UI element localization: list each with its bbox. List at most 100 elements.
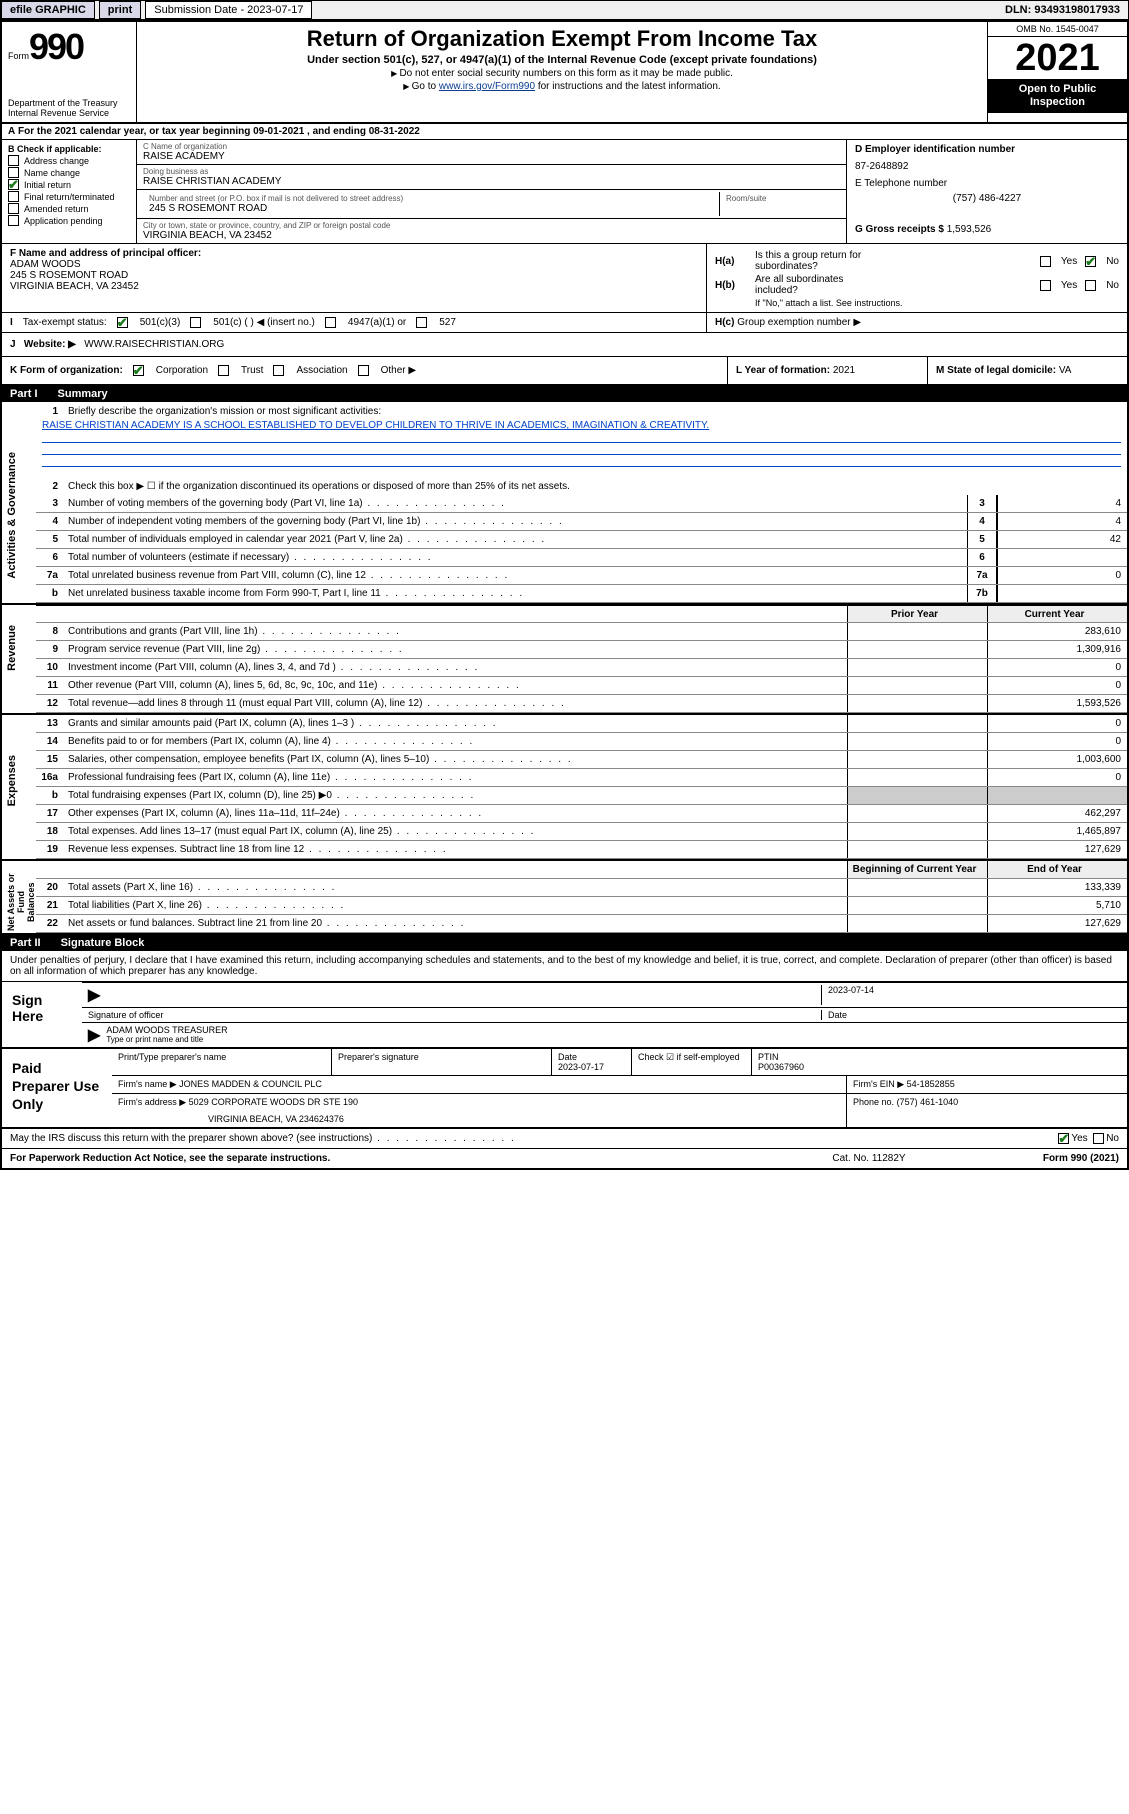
chk-amended[interactable] xyxy=(8,203,19,214)
firm-ein: 54-1852855 xyxy=(907,1079,955,1089)
row-k-form-org: K Form of organization: Corporation Trus… xyxy=(2,357,727,384)
telephone: (757) 486-4227 xyxy=(855,193,1119,204)
firm-phone: (757) 461-1040 xyxy=(897,1097,959,1107)
officer-addr1: 245 S ROSEMONT ROAD xyxy=(10,270,698,281)
chk-corp[interactable] xyxy=(133,365,144,376)
subtitle-1: Under section 501(c), 527, or 4947(a)(1)… xyxy=(147,54,977,66)
row-m-state: M State of legal domicile: VA xyxy=(927,357,1127,384)
firm-addr1: 5029 CORPORATE WOODS DR STE 190 xyxy=(189,1097,358,1107)
irs-link[interactable]: www.irs.gov/Form990 xyxy=(439,81,535,92)
gross-receipts: 1,593,526 xyxy=(947,224,992,235)
open-inspection: Open to Public Inspection xyxy=(988,79,1127,113)
line-20: 20Total assets (Part X, line 16)133,339 xyxy=(36,879,1127,897)
cat-no: Cat. No. 11282Y xyxy=(769,1153,969,1164)
block-klm: K Form of organization: Corporation Trus… xyxy=(2,357,1127,386)
chk-501c3[interactable] xyxy=(117,317,128,328)
officer-name-title: ADAM WOODS TREASURER xyxy=(106,1025,1121,1035)
subtitle-3: Go to www.irs.gov/Form990 for instructio… xyxy=(147,81,977,92)
title-box: Return of Organization Exempt From Incom… xyxy=(137,22,987,122)
year-box: OMB No. 1545-0047 2021 Open to Public In… xyxy=(987,22,1127,122)
block-ij: I Tax-exempt status: 501(c)(3) 501(c) ( … xyxy=(2,313,1127,333)
tab-expenses: Expenses xyxy=(6,755,18,806)
col-h-group: H(a) Is this a group return forsubordina… xyxy=(707,244,1127,312)
chk-discuss-no[interactable] xyxy=(1093,1133,1104,1144)
firm-name: JONES MADDEN & COUNCIL PLC xyxy=(179,1079,322,1089)
line-7a: 7aTotal unrelated business revenue from … xyxy=(36,567,1127,585)
chk-4947[interactable] xyxy=(325,317,336,328)
chk-hb-yes[interactable] xyxy=(1040,280,1051,291)
chk-address-change[interactable] xyxy=(8,155,19,166)
org-street: 245 S ROSEMONT ROAD xyxy=(149,203,713,214)
chk-trust[interactable] xyxy=(218,365,229,376)
col-hc: H(c) Group exemption number ▶ xyxy=(707,313,1127,332)
form-prefix: Form xyxy=(8,51,29,61)
row-j-website: J Website: ▶ WWW.RAISECHRISTIAN.ORG xyxy=(2,333,1127,357)
chk-ha-yes[interactable] xyxy=(1040,256,1051,267)
line-22: 22Net assets or fund balances. Subtract … xyxy=(36,915,1127,933)
chk-527[interactable] xyxy=(416,317,427,328)
tab-revenue: Revenue xyxy=(6,625,18,671)
discuss-row: May the IRS discuss this return with the… xyxy=(2,1129,1127,1148)
line-16a: 16aProfessional fundraising fees (Part I… xyxy=(36,769,1127,787)
line-14: 14Benefits paid to or for members (Part … xyxy=(36,733,1127,751)
section-net-assets: Net Assets or Fund Balances Beginning of… xyxy=(2,861,1127,935)
line-10: 10Investment income (Part VIII, column (… xyxy=(36,659,1127,677)
line-8: 8Contributions and grants (Part VIII, li… xyxy=(36,623,1127,641)
irs-label: Internal Revenue Service xyxy=(8,108,130,118)
org-dba: RAISE CHRISTIAN ACADEMY xyxy=(143,176,840,187)
chk-final-return[interactable] xyxy=(8,191,19,202)
omb-number: OMB No. 1545-0047 xyxy=(988,22,1127,37)
tax-year: 2021 xyxy=(988,37,1127,79)
line-11: 11Other revenue (Part VIII, column (A), … xyxy=(36,677,1127,695)
col-c-org-info: C Name of organizationRAISE ACADEMY Doin… xyxy=(137,140,847,243)
line-b: bTotal fundraising expenses (Part IX, co… xyxy=(36,787,1127,805)
officer-name: ADAM WOODS xyxy=(10,259,698,270)
line-3: 3Number of voting members of the governi… xyxy=(36,495,1127,513)
chk-hb-no[interactable] xyxy=(1085,280,1096,291)
perjury-text: Under penalties of perjury, I declare th… xyxy=(2,951,1127,982)
line-21: 21Total liabilities (Part X, line 26)5,7… xyxy=(36,897,1127,915)
block-fh: F Name and address of principal officer:… xyxy=(2,244,1127,313)
row-i-tax-status: I Tax-exempt status: 501(c)(3) 501(c) ( … xyxy=(2,313,707,332)
ptin: P00367960 xyxy=(758,1062,804,1072)
col-deg: D Employer identification number87-26488… xyxy=(847,140,1127,243)
col-b-checkboxes: B Check if applicable: Address change Na… xyxy=(2,140,137,243)
line-15: 15Salaries, other compensation, employee… xyxy=(36,751,1127,769)
chk-discuss-yes[interactable] xyxy=(1058,1133,1069,1144)
subtitle-2: Do not enter social security numbers on … xyxy=(147,68,977,79)
part1-header: Part I Summary xyxy=(2,386,1127,402)
line-b: bNet unrelated business taxable income f… xyxy=(36,585,1127,603)
submission-date: Submission Date - 2023-07-17 xyxy=(145,1,312,19)
form-number: 990 xyxy=(29,26,83,67)
top-bar: efile GRAPHIC print Submission Date - 20… xyxy=(0,0,1129,20)
org-city: VIRGINIA BEACH, VA 23452 xyxy=(143,230,840,241)
form-header: Form990 Department of the Treasury Inter… xyxy=(2,22,1127,124)
dln: DLN: 93493198017933 xyxy=(997,2,1128,18)
line-9: 9Program service revenue (Part VIII, lin… xyxy=(36,641,1127,659)
firm-addr2: VIRGINIA BEACH, VA 234624376 xyxy=(118,1108,840,1124)
line-12: 12Total revenue—add lines 8 through 11 (… xyxy=(36,695,1127,713)
prep-date: 2023-07-17 xyxy=(558,1062,604,1072)
chk-assoc[interactable] xyxy=(273,365,284,376)
chk-other[interactable] xyxy=(358,365,369,376)
caret-icon: ▶ xyxy=(88,985,100,1005)
print-button[interactable]: print xyxy=(99,1,141,19)
chk-501c[interactable] xyxy=(190,317,201,328)
line-17: 17Other expenses (Part IX, column (A), l… xyxy=(36,805,1127,823)
row-a-tax-year: A For the 2021 calendar year, or tax yea… xyxy=(2,124,1127,140)
preparer-block: Paid Preparer Use Only Print/Type prepar… xyxy=(2,1049,1127,1129)
ein: 87-2648892 xyxy=(855,161,1119,172)
section-governance: Activities & Governance 1Briefly describ… xyxy=(2,402,1127,605)
part2-header: Part II Signature Block xyxy=(2,935,1127,951)
efile-label: efile GRAPHIC xyxy=(1,1,95,19)
section-expenses: Expenses 13Grants and similar amounts pa… xyxy=(2,715,1127,861)
line-18: 18Total expenses. Add lines 13–17 (must … xyxy=(36,823,1127,841)
chk-initial-return[interactable] xyxy=(8,179,19,190)
chk-ha-no[interactable] xyxy=(1085,256,1096,267)
block-bcd: B Check if applicable: Address change Na… xyxy=(2,140,1127,244)
sign-here-label: Sign Here xyxy=(2,982,82,1047)
form-title: Return of Organization Exempt From Incom… xyxy=(147,26,977,52)
line-6: 6Total number of volunteers (estimate if… xyxy=(36,549,1127,567)
chk-app-pending[interactable] xyxy=(8,215,19,226)
signature-block: Sign Here ▶ 2023-07-14 Signature of offi… xyxy=(2,982,1127,1049)
